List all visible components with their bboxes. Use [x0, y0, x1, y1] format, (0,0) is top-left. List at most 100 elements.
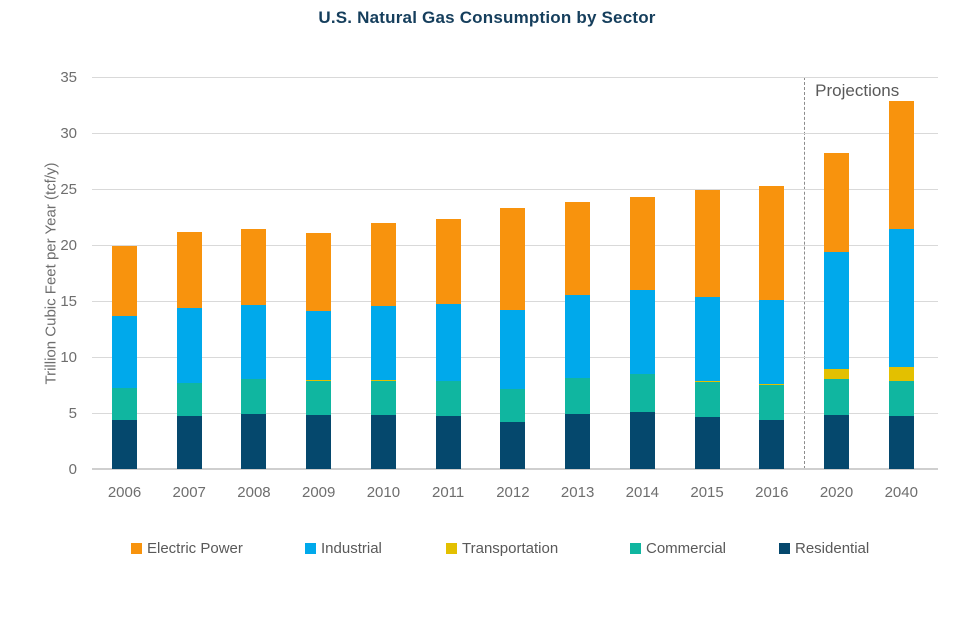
bar-2040-transportation	[888, 367, 914, 381]
x-tick-label-2007: 2007	[172, 484, 206, 501]
legend-swatch-commercial	[630, 542, 641, 554]
bar-2010-electric-power	[370, 223, 396, 307]
bar-2020-commercial	[824, 379, 850, 416]
x-tick-label-2014: 2014	[625, 484, 660, 501]
bar-2009-electric-power	[306, 233, 332, 311]
x-tick-label-2011: 2011	[432, 484, 465, 501]
bar-2007-industrial	[176, 307, 202, 383]
bar-2014-residential	[629, 411, 655, 469]
bar-2006-commercial	[112, 388, 137, 420]
bar-2006-industrial	[112, 315, 137, 389]
bar-2006-electric-power	[112, 246, 137, 316]
x-tick-label-2015: 2015	[690, 484, 724, 501]
x-tick-label-2009: 2009	[302, 484, 336, 501]
bar-2006-residential	[112, 419, 137, 469]
bar-2013-commercial	[565, 378, 591, 415]
legend-label-transportation: Transportation	[462, 539, 559, 557]
bar-2013-residential	[565, 414, 591, 469]
gridline-30	[92, 133, 938, 134]
bar-2007-electric-power	[176, 231, 202, 308]
bar-2007-commercial	[176, 382, 202, 417]
y-tick-label-25: 25	[60, 181, 77, 198]
legend-item-commercial: Commercial	[630, 539, 726, 557]
legend-item-electric-power: Electric Power	[131, 539, 243, 557]
projection-divider-line	[804, 77, 806, 469]
y-axis-title: Trillion Cubic Feet per Year (tcf/y)	[42, 162, 60, 385]
bar-2020-electric-power	[824, 153, 850, 252]
bar-2040-commercial	[888, 380, 914, 417]
bar-2040-industrial	[888, 229, 914, 368]
bar-2011-electric-power	[435, 219, 461, 305]
bar-2011-residential	[435, 416, 461, 469]
bar-2008-industrial	[241, 305, 267, 380]
bar-2008-commercial	[241, 379, 267, 415]
legend-label-industrial: Industrial	[321, 539, 382, 557]
gridline-35	[92, 77, 938, 78]
bar-2016-industrial	[759, 300, 785, 385]
bar-2007-residential	[176, 416, 202, 469]
y-tick-label-20: 20	[60, 237, 77, 254]
bar-2016-residential	[759, 419, 785, 469]
legend-item-residential: Residential	[779, 539, 869, 557]
bar-2014-electric-power	[629, 196, 655, 290]
bar-2009-residential	[306, 415, 332, 469]
chart-title: U.S. Natural Gas Consumption by Sector	[318, 8, 656, 27]
bar-2016-electric-power	[759, 186, 785, 301]
legend-swatch-industrial	[305, 542, 316, 554]
bar-2010-residential	[370, 415, 396, 469]
bar-2010-industrial	[370, 306, 396, 380]
y-tick-label-30: 30	[60, 125, 77, 142]
y-tick-label-5: 5	[68, 405, 77, 422]
bar-2016-commercial	[759, 385, 785, 420]
bar-2011-industrial	[435, 304, 461, 381]
bar-2012-residential	[500, 421, 526, 469]
gridline-0	[92, 468, 938, 470]
y-tick-label-15: 15	[60, 293, 77, 310]
bar-2008-electric-power	[241, 229, 267, 306]
bar-2016-transportation	[759, 384, 785, 386]
bar-2014-commercial	[629, 373, 655, 412]
bar-2012-industrial	[500, 309, 526, 390]
legend-label-residential: Residential	[795, 539, 870, 557]
x-tick-label-2040: 2040	[884, 484, 918, 501]
legend-item-transportation: Transportation	[446, 539, 558, 557]
projections-label: Projections	[815, 81, 900, 100]
y-tick-label-35: 35	[60, 69, 77, 86]
legend-label-electric-power: Electric Power	[147, 539, 243, 557]
legend: Electric Power Industrial Transportation Co…	[0, 539, 974, 559]
bar-2013-industrial	[565, 295, 591, 379]
x-tick-label-2010: 2010	[366, 484, 401, 501]
bar-2008-residential	[241, 414, 267, 469]
bar-2010-transportation	[370, 379, 396, 381]
legend-swatch-residential	[779, 542, 790, 554]
bar-2020-transportation	[824, 369, 850, 380]
gridline-25	[92, 189, 938, 190]
bar-2009-commercial	[306, 380, 332, 416]
bar-2020-residential	[824, 415, 850, 469]
bar-2040-residential	[888, 416, 914, 469]
bar-2015-industrial	[694, 297, 720, 382]
x-tick-label-2012: 2012	[496, 484, 530, 501]
bar-2009-industrial	[306, 310, 332, 380]
x-tick-label-2008: 2008	[237, 484, 271, 501]
bar-2015-commercial	[694, 381, 720, 418]
bar-2011-commercial	[435, 380, 461, 417]
bar-2012-electric-power	[500, 208, 526, 310]
x-tick-label-2013: 2013	[560, 484, 595, 501]
bar-2015-residential	[694, 417, 720, 469]
bar-2020-industrial	[824, 251, 850, 370]
bar-2014-industrial	[629, 289, 655, 374]
x-tick-label-2006: 2006	[107, 484, 142, 501]
bar-2009-transportation	[306, 379, 332, 381]
bar-2015-electric-power	[694, 189, 720, 298]
bar-2015-transportation	[694, 381, 720, 383]
bar-2012-commercial	[500, 389, 526, 422]
x-tick-label-2020: 2020	[819, 484, 854, 501]
x-tick-label-2016: 2016	[755, 484, 789, 501]
legend-label-commercial: Commercial	[646, 539, 727, 557]
legend-item-industrial: Industrial	[305, 539, 382, 557]
y-tick-label-10: 10	[60, 349, 77, 366]
y-tick-label-0: 0	[68, 461, 77, 478]
bar-2010-commercial	[370, 380, 396, 416]
